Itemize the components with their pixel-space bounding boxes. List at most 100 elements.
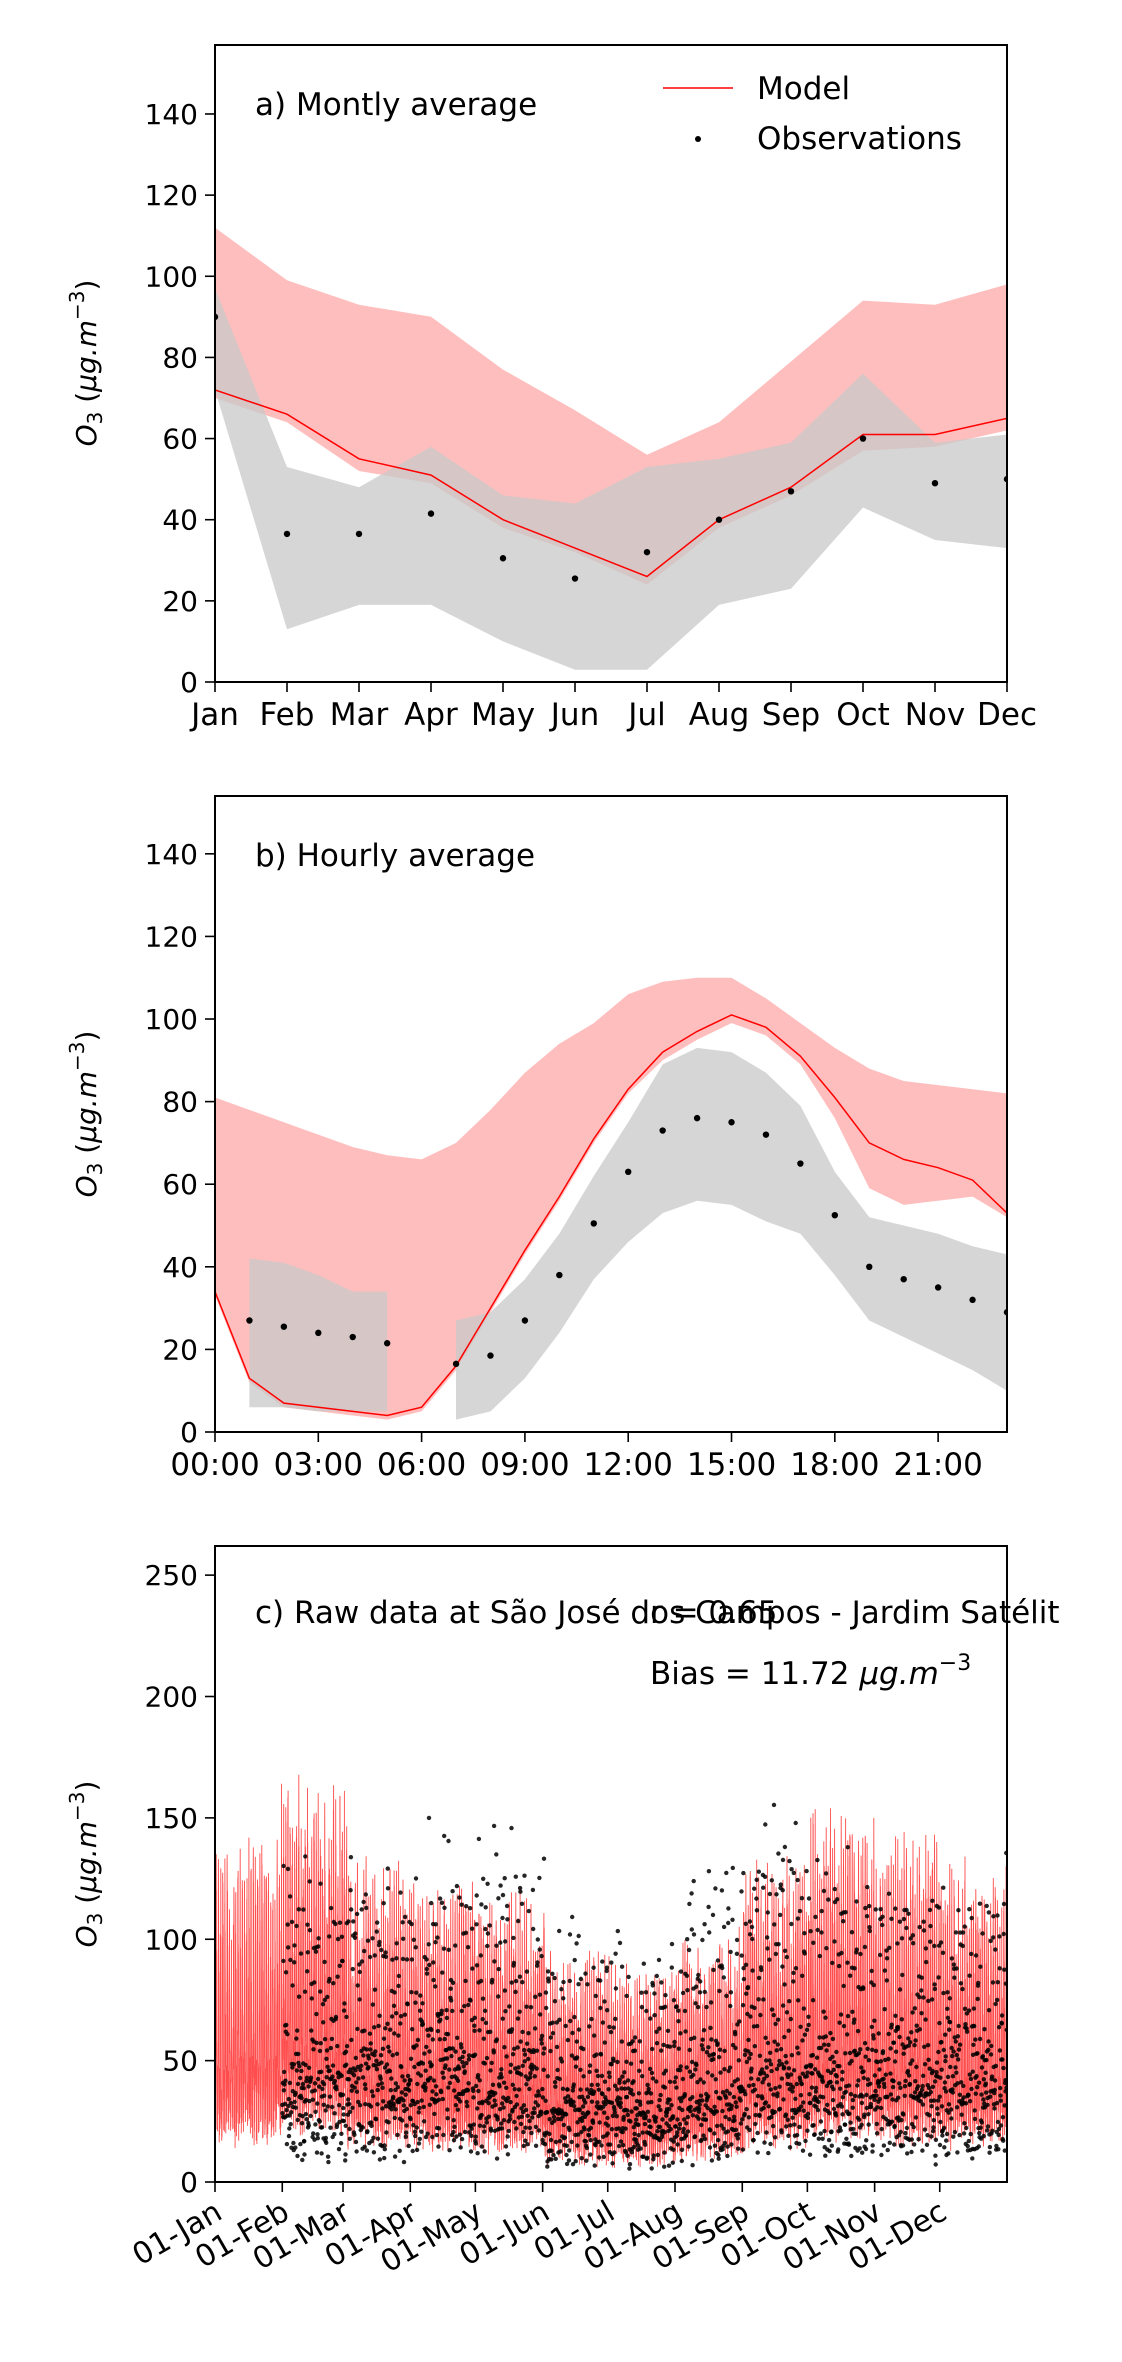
observation-point (649, 2166, 654, 2171)
observation-point (326, 2159, 331, 2165)
observation-point (698, 2077, 703, 2082)
observation-point (373, 2117, 379, 2122)
observation-point (396, 1983, 401, 1989)
observation-point (800, 2038, 805, 2043)
observation-point (646, 2100, 651, 2105)
observation-point (965, 2143, 970, 2149)
observation-point (803, 2138, 808, 2144)
observation-point (548, 2035, 553, 2040)
observation-point (322, 1997, 327, 2003)
observation-point (414, 2147, 420, 2153)
observation-point (400, 2074, 405, 2079)
observation-point (322, 2037, 328, 2042)
observation-point (881, 2076, 886, 2082)
observation-point (324, 2075, 329, 2080)
observation-point (445, 2032, 451, 2037)
observation-point (782, 1844, 788, 1850)
observation-point (726, 2068, 731, 2074)
observation-point (895, 1941, 900, 1946)
hourly-y-axis-label: O3 (μg.m−3) (65, 1031, 107, 1198)
observation-point (570, 2162, 576, 2167)
observation-point (367, 1954, 373, 1960)
observation-point (523, 2138, 528, 2143)
observation-point (550, 2020, 555, 2025)
observation-point (445, 2116, 450, 2121)
observation-point (759, 2067, 765, 2072)
observation-point (413, 1876, 419, 1881)
observation-point (959, 2080, 964, 2085)
observation-point (713, 1886, 718, 1891)
observation-point (863, 1905, 868, 1911)
observation-point (415, 2037, 421, 2043)
hourly-x-tick-label: 15:00 (687, 1447, 776, 1483)
observation-point (861, 1986, 866, 1991)
observation-point (931, 2125, 936, 2130)
observation-point (737, 2019, 742, 2024)
observation-point (311, 2047, 316, 2052)
observation-point (294, 2068, 300, 2073)
observation-point (313, 2122, 318, 2127)
observation-point (865, 1884, 870, 1890)
observation-point (564, 2112, 569, 2117)
monthly-x-tick-label: Feb (260, 697, 315, 733)
observation-point (429, 1900, 434, 1906)
observation-point (429, 2062, 434, 2068)
observation-point (866, 2112, 871, 2117)
observation-point (835, 1897, 840, 1902)
observation-point (730, 1865, 735, 1871)
observation-point (525, 2041, 530, 2046)
observation-point (934, 2070, 939, 2075)
observation-point (362, 2028, 367, 2033)
observation-point (754, 1908, 760, 1913)
observation-point (715, 1958, 721, 1963)
observation-point (838, 2128, 843, 2133)
raw-y-axis-label: O3 (μg.m−3) (65, 1781, 107, 1948)
observation-point (627, 2166, 632, 2171)
observation-point (875, 2059, 880, 2065)
observation-point (819, 1908, 824, 1914)
observation-point (510, 2082, 515, 2087)
observation-point (357, 1997, 362, 2002)
observation-point (499, 555, 507, 562)
observation-point (780, 1857, 786, 1863)
observation-point (702, 1922, 707, 1927)
observation-point (588, 2152, 593, 2157)
observation-point (648, 2016, 653, 2021)
observation-point (680, 1990, 686, 1996)
observation-point (755, 2093, 761, 2099)
observation-point (852, 2017, 857, 2022)
observation-point (874, 2093, 879, 2098)
model-range-band (215, 227, 1007, 585)
observation-point (545, 1969, 551, 1974)
observation-point (685, 2129, 691, 2134)
monthly-x-tick-label: Sep (762, 697, 820, 733)
observation-point (334, 2087, 339, 2092)
observation-point (595, 2082, 600, 2087)
monthly-x-tick-label: Mar (330, 697, 389, 733)
observation-point (583, 2139, 588, 2144)
observation-point (768, 2050, 773, 2055)
observation-point (482, 2008, 488, 2014)
observation-point (376, 2023, 381, 2029)
observation-point (285, 2032, 290, 2037)
observation-point (536, 2089, 541, 2094)
observation-point (903, 2130, 908, 2136)
observation-point (528, 2071, 533, 2076)
observation-point (588, 2125, 594, 2131)
observation-point (912, 2142, 917, 2147)
observation-point (995, 1980, 1000, 1985)
monthly-x-tick-label: Nov (905, 697, 966, 733)
observation-point (819, 1930, 824, 1935)
observation-point (783, 2053, 788, 2059)
observation-point (622, 2080, 627, 2085)
observation-point (605, 2115, 610, 2121)
observation-point (989, 2043, 994, 2049)
hourly-y-tick-label: 80 (162, 1086, 198, 1119)
observation-point (591, 2089, 597, 2094)
observation-point (541, 1856, 547, 1861)
model-series-line (940, 1856, 1007, 2151)
observation-point (289, 1919, 295, 1925)
observation-point (362, 1948, 367, 1954)
